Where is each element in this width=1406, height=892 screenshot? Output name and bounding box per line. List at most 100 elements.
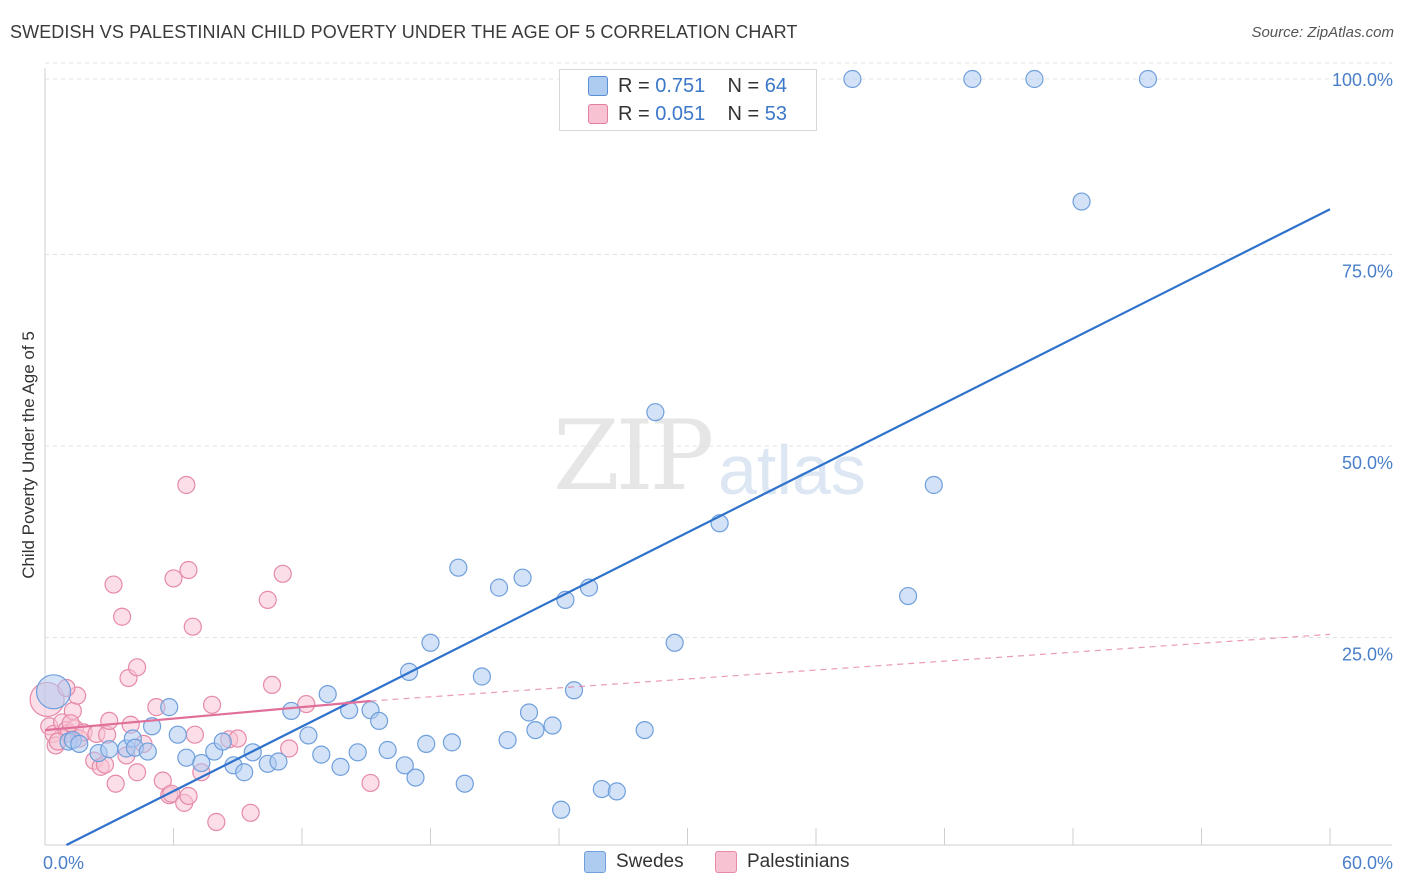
- swedes-point: [1138, 69, 1158, 89]
- swedes-point: [160, 698, 179, 717]
- palestinians-point: [207, 812, 226, 832]
- swedes-point: [1025, 69, 1044, 89]
- tick-labels: 25.0% 50.0% 75.0% 100.0% 0.0% 60.0%: [43, 70, 1393, 873]
- palestinians-point: [183, 617, 202, 636]
- y-tick-label: 100.0%: [1332, 70, 1393, 90]
- swedes-point: [489, 578, 509, 597]
- swedes-point: [1072, 192, 1091, 211]
- palestinians-point: [179, 786, 198, 806]
- swedes-point: [168, 725, 187, 744]
- swedes-point: [192, 753, 211, 773]
- palestinians-point: [228, 729, 247, 748]
- swedes-point: [592, 779, 611, 799]
- palestinians-point: [106, 774, 125, 793]
- palestinians-point: [241, 803, 260, 822]
- swedes-point: [635, 720, 654, 740]
- palestinians-point: [361, 773, 380, 793]
- swedes-point: [472, 667, 491, 686]
- palestinians-point: [185, 725, 205, 744]
- palestinians-point: [127, 658, 147, 677]
- legend-r-label: R =: [618, 74, 650, 97]
- swedes-point: [282, 701, 301, 721]
- swedes-point: [442, 733, 462, 752]
- swedes-point: [269, 752, 288, 771]
- swedes-point: [142, 717, 162, 736]
- swedes-point: [395, 756, 414, 775]
- palestinians-label: Palestinians: [747, 851, 850, 872]
- swedes-point: [449, 558, 468, 577]
- swedes-point: [564, 681, 584, 700]
- legend-item-palestinians[interactable]: Palestinians: [715, 851, 849, 873]
- palestinians-point: [177, 475, 196, 495]
- palestinians-points: [29, 475, 380, 832]
- y-tick-label: 50.0%: [1342, 453, 1393, 473]
- swedes-point: [213, 732, 232, 751]
- swedes-point: [235, 763, 254, 782]
- swedes-point: [331, 757, 350, 776]
- legend-row-swedes: R = 0.751 N = 64: [588, 73, 788, 99]
- legend-n-value: 53: [764, 102, 788, 125]
- swedes-point: [318, 684, 337, 704]
- swedes-point: [370, 711, 389, 731]
- legend-r-value: 0.751: [655, 74, 706, 97]
- palestinians-point: [179, 560, 198, 580]
- palestinians-point: [127, 763, 147, 782]
- palestinians-point: [100, 711, 119, 731]
- gridlines: [45, 62, 1392, 638]
- palestinians-point: [262, 675, 282, 695]
- legend-n-label: N =: [727, 74, 760, 97]
- swedes-point: [421, 633, 440, 652]
- axes: [44, 68, 1392, 846]
- swedes-point: [417, 734, 436, 753]
- palestinians-trend-extension: [370, 633, 1331, 702]
- swedes-point: [378, 740, 397, 760]
- legend-item-swedes[interactable]: Swedes: [584, 851, 684, 873]
- legend-n-label: N =: [727, 102, 760, 125]
- legend-swatch-palestinians: [588, 104, 608, 124]
- palestinians-point: [297, 694, 316, 714]
- watermark-zip: ZIP: [553, 400, 714, 512]
- swedes-point: [455, 774, 474, 793]
- stats-legend: R = 0.751 N = 64 R = 0.051 N = 53: [559, 69, 817, 131]
- palestinians-point: [202, 695, 222, 714]
- legend-r-label: R =: [618, 102, 650, 125]
- source-label: Source: ZipAtlas.com: [1251, 24, 1394, 41]
- swedes-point: [646, 403, 665, 422]
- swedes-point: [498, 730, 517, 750]
- palestinians-trend-line: [44, 699, 371, 732]
- swedes-point: [519, 703, 539, 722]
- swedes-point: [348, 743, 367, 762]
- swedes-point: [526, 720, 545, 740]
- swedes-point: [963, 69, 982, 89]
- series-legend: Swedes Palestinians: [0, 851, 1406, 877]
- chart-title: SWEDISH VS PALESTINIAN CHILD POVERTY UND…: [10, 22, 798, 42]
- palestinians-point: [104, 575, 123, 594]
- swedes-label: Swedes: [616, 851, 684, 872]
- x-tick-label: 60.0%: [1342, 853, 1393, 873]
- legend-n-value: 64: [764, 74, 788, 97]
- swedes-point: [70, 734, 89, 753]
- swedes-point: [35, 674, 72, 710]
- swedes-points: [35, 69, 1158, 819]
- x-tick-label: 0.0%: [43, 853, 84, 873]
- palestinians-point: [258, 590, 277, 609]
- swedes-swatch: [584, 851, 606, 873]
- swedes-point: [665, 633, 684, 652]
- legend-swatch-swedes: [588, 76, 608, 96]
- swedes-point: [138, 742, 157, 761]
- y-tick-label: 25.0%: [1342, 645, 1393, 665]
- y-tick-label: 75.0%: [1342, 262, 1393, 282]
- swedes-point: [299, 726, 318, 745]
- swedes-point: [406, 768, 425, 787]
- legend-row-palestinians: R = 0.051 N = 53: [588, 101, 788, 127]
- swedes-point: [843, 69, 862, 89]
- palestinians-point: [164, 569, 183, 588]
- swedes-point: [607, 782, 626, 801]
- palestinians-swatch: [715, 851, 737, 873]
- trend-lines: [44, 208, 1331, 846]
- palestinians-point: [280, 739, 299, 758]
- palestinians-point: [112, 607, 132, 626]
- watermark-atlas: atlas: [718, 431, 866, 509]
- swedes-point: [543, 716, 562, 735]
